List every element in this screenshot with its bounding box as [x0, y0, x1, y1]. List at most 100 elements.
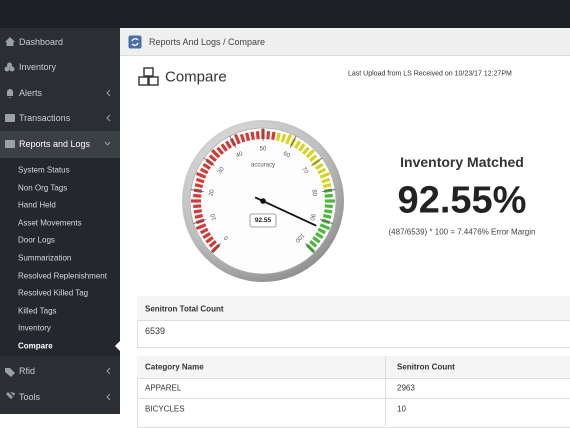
gauge-band-tick	[285, 133, 293, 145]
table-cell: BICYCLES	[145, 404, 185, 413]
gauge-band-tick	[315, 232, 324, 239]
gauge-tick-label: 50	[260, 147, 267, 153]
gauge-band-tick	[322, 213, 332, 219]
column-divider	[385, 356, 386, 426]
submenu-item[interactable]: Asset Movements	[18, 218, 82, 228]
menu-item[interactable]: Alerts	[19, 88, 43, 98]
menu-item[interactable]: Transactions	[19, 113, 71, 123]
gauge-tick	[190, 189, 204, 193]
breadcrumb-icon	[128, 35, 142, 49]
cubes-icon	[138, 67, 159, 86]
gauge-band-tick	[233, 133, 241, 145]
gauge-band-tick	[317, 227, 327, 235]
gauge-band-tick	[309, 154, 318, 162]
table-cell: 2963	[397, 383, 415, 393]
gauge-tick	[193, 219, 207, 224]
gauge-band-tick	[208, 240, 217, 248]
gauge-tick-label: 60	[282, 151, 291, 160]
gauge-band-tick	[315, 163, 324, 170]
submenu-item[interactable]: Compare	[18, 341, 53, 351]
gauge-band-tick	[194, 183, 204, 189]
gauge-band-tick	[195, 171, 207, 179]
gauge-tick-label: 40	[235, 151, 244, 160]
gauge-tick	[311, 157, 323, 167]
gauge-band-tick	[239, 133, 246, 143]
menu-item[interactable]: Reports and Logs	[19, 139, 91, 149]
column-header: Senitron Count	[397, 362, 455, 372]
gauge-band-tick	[298, 143, 306, 152]
gauge-band-tick	[202, 232, 211, 239]
gauge-band-tick	[199, 167, 209, 175]
submenu-item[interactable]: Killed Tags	[18, 306, 57, 316]
submenu-item[interactable]: Inventory	[18, 323, 51, 333]
gauge-tick	[322, 189, 336, 193]
gauge-tick	[319, 219, 333, 224]
gauge-band-tick	[319, 171, 331, 179]
gauge-band-tick	[255, 131, 260, 140]
gauge-band-tick	[317, 167, 327, 175]
gauge-band-tick	[194, 213, 204, 219]
gauge-band-tick	[195, 177, 205, 184]
gauge-tick	[305, 243, 315, 253]
menu-item[interactable]: Inventory	[19, 62, 57, 72]
gauge-band-tick	[271, 131, 276, 141]
gauge-band-tick	[324, 193, 333, 198]
gauge-band-tick	[193, 204, 202, 209]
gauge-tick-label: 100	[293, 232, 305, 244]
total-value: 6539	[145, 326, 166, 336]
submenu-background	[0, 158, 120, 356]
breadcrumb-bar	[120, 28, 570, 56]
gauge-band-tick	[205, 236, 214, 244]
gauge-tick	[203, 157, 215, 167]
gauge-band-tick	[312, 236, 321, 244]
gauge-band-tick	[266, 131, 271, 140]
gauge-tick	[211, 243, 221, 253]
submenu-item[interactable]: Non Org Tags	[18, 183, 68, 193]
menu-item[interactable]: Tools	[19, 392, 41, 402]
gauge-tick-label: 10	[210, 212, 218, 221]
submenu-item[interactable]: Door Logs	[18, 235, 55, 245]
summary-formula: (487/6539) * 100 = 7.4476% Error Margin	[388, 227, 536, 237]
submenu-item[interactable]: Hand Held	[18, 200, 56, 210]
gauge-band-tick	[193, 193, 202, 198]
page-title: Compare	[165, 68, 227, 86]
gauge-band-tick	[220, 143, 228, 152]
last-upload: Last Upload from LS Received on 10/23/17…	[348, 70, 512, 78]
submenu-item[interactable]: Summarization	[18, 253, 72, 263]
gauge-tick-label: 0	[223, 234, 230, 241]
gauge-band-tick	[216, 146, 224, 155]
summary-title: Inventory Matched	[400, 154, 524, 170]
gauge-tick-label: 90	[308, 213, 316, 222]
gauge-band-tick	[245, 132, 251, 142]
breadcrumb[interactable]: Reports And Logs / Compare	[149, 37, 266, 47]
gauge-value-box	[249, 213, 277, 228]
gauge-band-tick	[309, 240, 318, 248]
summary-percent: 92.55%	[397, 179, 527, 222]
menu-item[interactable]: Rfid	[19, 366, 36, 376]
gauge-band-tick	[202, 163, 211, 170]
gauge-band-tick	[199, 227, 209, 235]
gauge-tick	[289, 135, 297, 148]
table-header	[137, 356, 570, 379]
gauge-band-tick	[305, 148, 316, 159]
gauge-band-tick	[275, 132, 281, 142]
gauge-band-tick	[319, 223, 331, 231]
gauge: 0 10 20 30 40 50 60 70 80 90 100 accuracy 92.55	[182, 120, 344, 282]
gauge-tick	[229, 135, 237, 148]
gauge-tick-label: 30	[217, 166, 226, 175]
submenu-item[interactable]: Resolved Killed Tag	[18, 288, 89, 298]
submenu-item[interactable]: System Status	[18, 165, 70, 175]
menu-item[interactable]: Dashboard	[19, 37, 64, 47]
gauge-band-tick	[321, 177, 331, 184]
gauge-band-tick	[225, 140, 232, 149]
gauge-hub	[260, 198, 266, 204]
gauge-band-tick	[322, 183, 332, 189]
gauge-band-tick	[210, 148, 221, 159]
gauge-label: accuracy	[251, 163, 275, 169]
gauge-band-tick	[195, 223, 207, 231]
gauge-band-tick	[250, 131, 255, 141]
row-divider	[137, 398, 570, 399]
submenu-item[interactable]: Resolved Replenishment	[18, 271, 107, 281]
active-menu-background	[0, 131, 120, 158]
